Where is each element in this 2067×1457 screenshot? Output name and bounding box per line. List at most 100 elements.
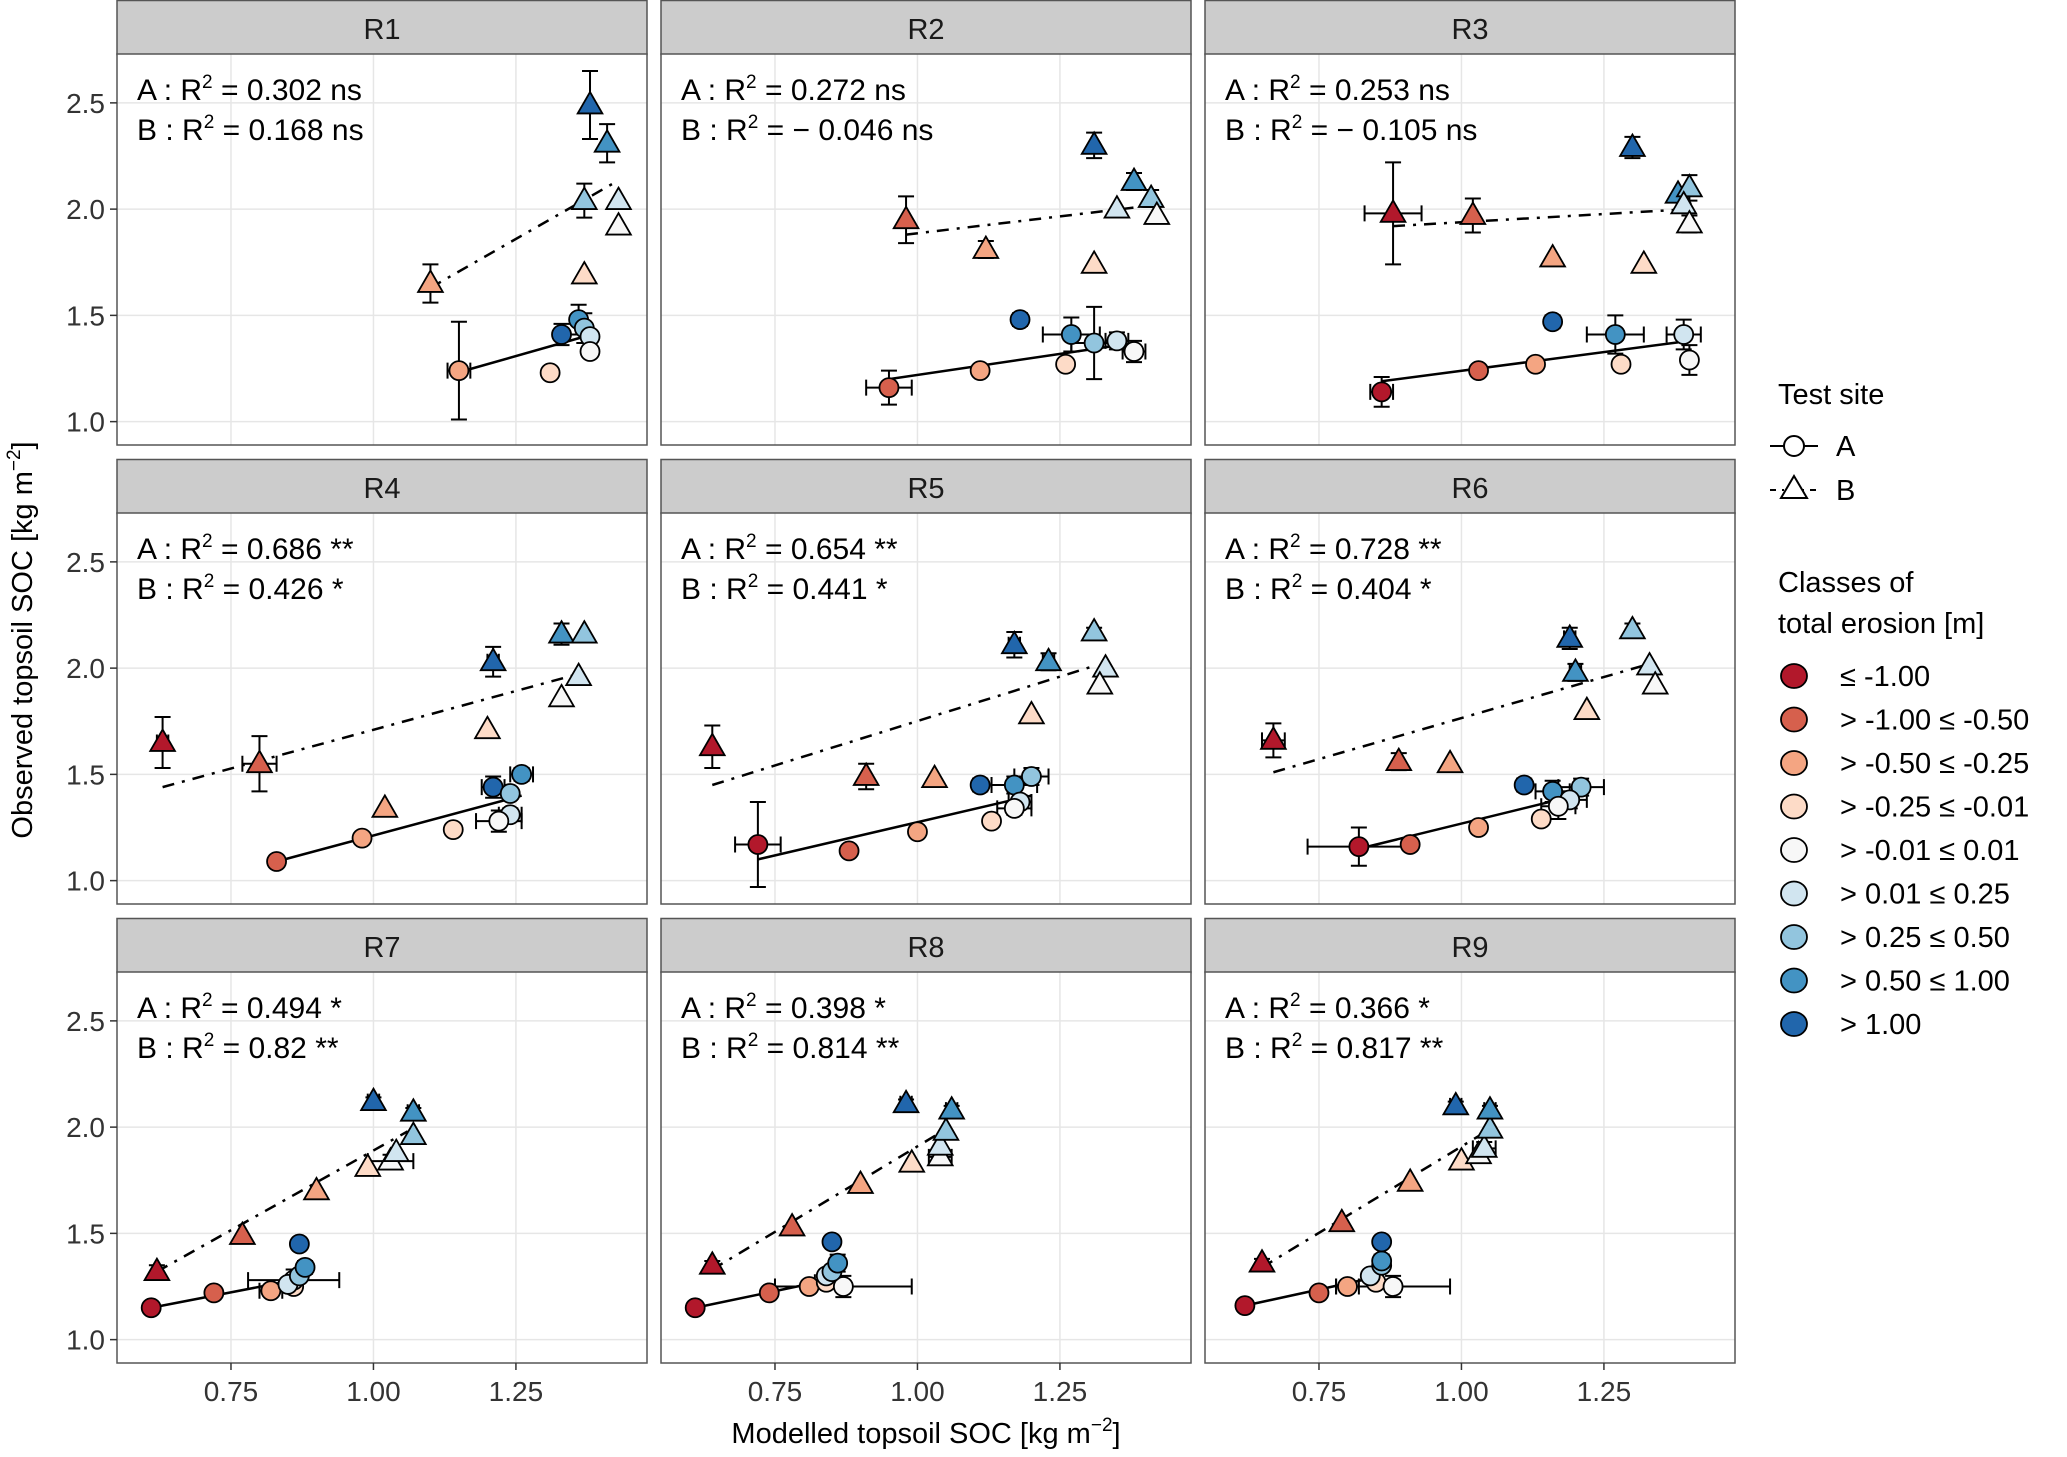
annotation-space xyxy=(322,533,330,566)
fit-line-site-a xyxy=(276,794,522,863)
legend-class-item: > 0.50 ≤ 1.00 xyxy=(1780,966,2010,998)
facet-label: R6 xyxy=(1451,473,1488,505)
data-point-site-a xyxy=(539,362,561,384)
data-point-site-b xyxy=(359,1086,388,1111)
annotation-superscript: 2 xyxy=(748,112,759,133)
data-point-site-a xyxy=(747,834,769,855)
annotation-r2-value: 0.302 xyxy=(247,74,322,107)
y-tick-label: 2.5 xyxy=(66,88,105,119)
r2-annotation-site-b: B : R2 = 0.82 ** xyxy=(137,1030,339,1065)
data-point-site-b xyxy=(604,185,633,210)
legend-class-item: > 0.25 ≤ 0.50 xyxy=(1780,922,2010,954)
fit-line-site-b xyxy=(1261,1128,1491,1269)
data-point-site-a xyxy=(1673,324,1695,345)
panel-border xyxy=(660,53,1192,446)
data-point-site-a xyxy=(511,763,533,785)
annotation-superscript: 2 xyxy=(204,112,215,133)
annotation-equals: = xyxy=(213,533,247,566)
data-point-site-b xyxy=(1396,1167,1425,1192)
annotation-superscript: 2 xyxy=(746,531,757,552)
fit-line-site-b xyxy=(711,664,1095,787)
legend-class-swatch-icon xyxy=(1780,837,1808,863)
legend-site-b: B xyxy=(1770,474,1855,507)
annotation-significance: ns xyxy=(332,114,364,147)
legend-class-label: > 0.01 ≤ 0.25 xyxy=(1840,879,2010,911)
annotation-r-symbol: : R xyxy=(155,992,202,1025)
annotation-r-symbol: : R xyxy=(157,573,204,606)
y-axis-title-end: ] xyxy=(7,441,39,449)
annotation-r2-value: 0.814 xyxy=(792,1032,867,1065)
data-point-site-a xyxy=(1060,324,1082,345)
data-point-site-a xyxy=(1399,834,1421,855)
data-point-site-b xyxy=(547,683,576,708)
y-axis-title-base: Observed topsoil SOC [kg m xyxy=(7,471,39,838)
annotation-space xyxy=(1410,74,1418,107)
facet-label: R9 xyxy=(1451,932,1488,964)
annotation-significance: ns xyxy=(1446,114,1478,147)
data-point-site-a xyxy=(1234,1295,1256,1317)
annotation-r2-value: 0.253 xyxy=(1335,74,1410,107)
data-point-site-a xyxy=(907,821,928,843)
data-point-site-b xyxy=(1142,200,1171,225)
r2-annotation-site-a: A : R2 = 0.302 ns xyxy=(137,72,362,107)
annotation-site-letter: A xyxy=(1225,74,1245,107)
legend-class-label: > 0.50 ≤ 1.00 xyxy=(1840,966,2010,998)
data-point-site-b xyxy=(570,260,599,285)
data-point-site-b xyxy=(852,761,881,786)
annotation-r-symbol: : R xyxy=(1245,114,1292,147)
annotation-r-symbol: : R xyxy=(701,114,748,147)
annotation-r2-value: 0.441 xyxy=(792,573,867,606)
data-point-site-b xyxy=(1538,243,1567,268)
data-point-site-b xyxy=(1641,670,1670,695)
data-point-site-b xyxy=(1669,190,1698,215)
data-point-site-a xyxy=(827,1252,849,1274)
legend-class-title-line2: total erosion [m] xyxy=(1778,608,1984,640)
x-axis-title-sup: −2 xyxy=(1091,1415,1113,1436)
annotation-significance: ** xyxy=(330,533,354,566)
data-point-site-a xyxy=(488,810,510,832)
annotation-significance: ns xyxy=(1418,74,1450,107)
x-axis-title-end: ] xyxy=(1113,1418,1121,1450)
annotation-site-letter: A xyxy=(137,533,157,566)
x-tick-label: 0.75 xyxy=(748,1376,803,1407)
annotation-r-symbol: : R xyxy=(1243,992,1290,1025)
r2-annotation-site-a: A : R2 = 0.654 ** xyxy=(681,531,898,566)
data-point-site-b xyxy=(416,268,445,293)
data-point-site-a xyxy=(1610,353,1632,375)
data-point-site-b xyxy=(1476,1095,1504,1120)
facet-strip xyxy=(116,0,648,56)
x-tick-label: 1.00 xyxy=(1434,1376,1489,1407)
data-point-site-b xyxy=(1555,623,1584,648)
data-point-site-b xyxy=(1259,725,1288,750)
data-point-site-b xyxy=(228,1220,257,1245)
annotation-r2-value: 0.82 xyxy=(248,1032,306,1065)
annotation-r2-value: − 0.046 xyxy=(792,114,893,147)
data-point-site-b xyxy=(1635,651,1664,676)
annotation-site-letter: B xyxy=(137,114,157,147)
legend-class-item: > -1.00 ≤ -0.50 xyxy=(1780,705,2029,737)
data-point-site-a xyxy=(1382,1276,1404,1297)
data-point-site-b xyxy=(1379,198,1407,223)
legend-class-swatch-icon xyxy=(1780,924,1808,950)
x-axis-title-base: Modelled topsoil SOC [kg m xyxy=(731,1418,1090,1450)
r2-annotation-site-a: A : R2 = 0.253 ns xyxy=(1225,72,1450,107)
annotation-site-letter: B xyxy=(1225,1032,1245,1065)
gridlines xyxy=(117,513,647,904)
panels-group: R1A : R2 = 0.302 nsB : R2 = 0.168 ns1.01… xyxy=(66,0,1736,1407)
annotation-equals: = xyxy=(214,114,248,147)
annotation-significance: ** xyxy=(1420,1032,1444,1065)
annotation-significance: * xyxy=(874,992,886,1025)
legend-class-swatch-icon xyxy=(1780,967,1808,994)
annotation-significance: ** xyxy=(315,1032,339,1065)
annotation-significance: * xyxy=(332,573,344,606)
facet-label: R2 xyxy=(907,14,944,46)
data-point-site-b xyxy=(604,211,633,236)
annotation-significance: ** xyxy=(1418,533,1442,566)
data-point-site-a xyxy=(1604,324,1626,345)
annotation-superscript: 2 xyxy=(204,571,215,592)
annotation-equals: = xyxy=(757,74,791,107)
data-point-site-a xyxy=(266,851,287,872)
facet-strip xyxy=(660,917,1192,974)
data-point-site-b xyxy=(897,1148,926,1173)
annotation-equals: = xyxy=(1301,992,1335,1025)
